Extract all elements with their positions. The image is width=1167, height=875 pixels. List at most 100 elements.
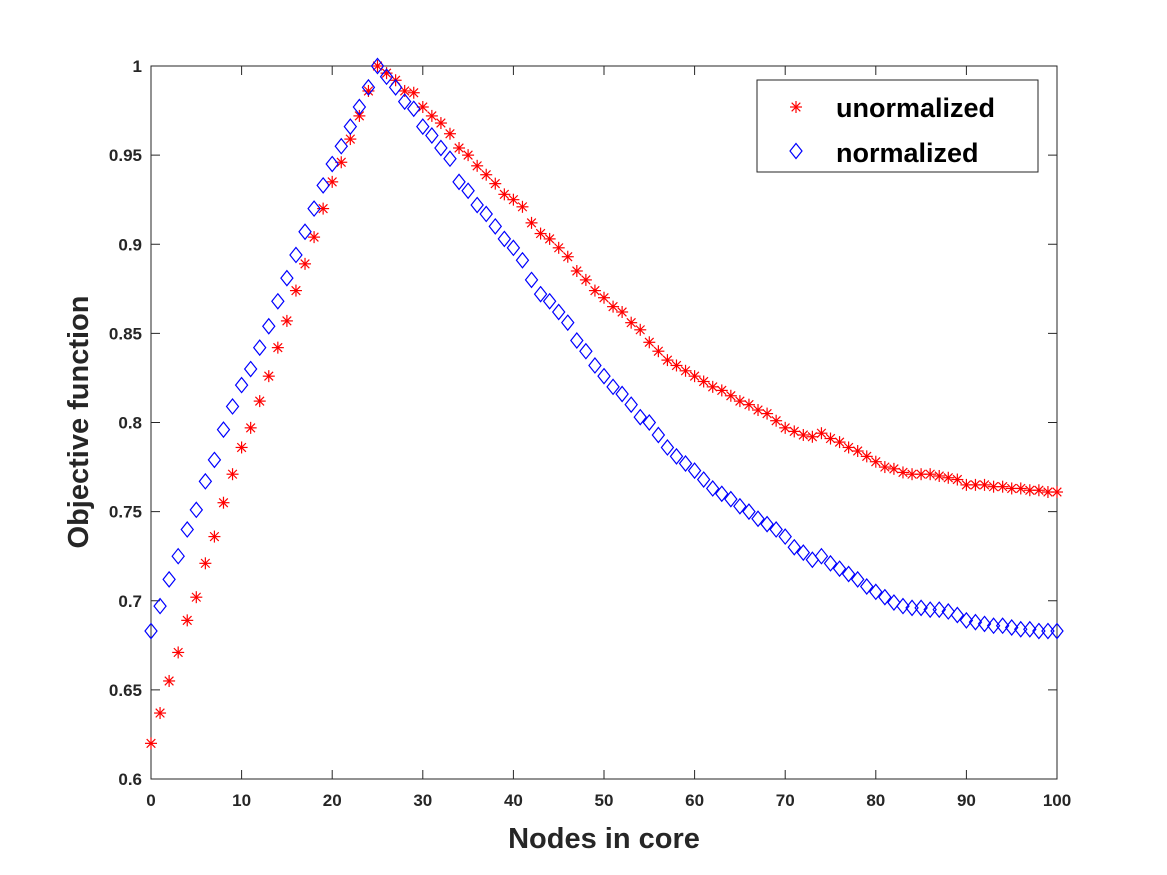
data-point: [1004, 619, 1019, 636]
data-point: [379, 68, 394, 86]
data-point: [697, 375, 710, 388]
data-point: [370, 57, 385, 75]
series-normalized: [144, 57, 1064, 640]
y-tick-label: 0.7: [118, 592, 142, 611]
data-point: [515, 251, 530, 269]
data-point: [896, 597, 910, 615]
data-point: [199, 557, 212, 570]
data-point: [1032, 484, 1045, 497]
data-point: [761, 407, 774, 420]
data-point: [715, 485, 729, 503]
data-point: [579, 273, 592, 286]
data-point: [1023, 620, 1037, 638]
data-point: [235, 441, 248, 454]
data-point: [452, 173, 466, 191]
data-point: [190, 591, 203, 604]
data-point: [334, 137, 349, 155]
data-point: [507, 193, 520, 206]
data-point: [488, 217, 503, 235]
data-point: [570, 264, 583, 277]
data-point: [770, 414, 783, 427]
data-point: [362, 84, 375, 97]
data-point: [552, 241, 565, 254]
data-point: [163, 674, 176, 687]
data-point: [253, 395, 266, 408]
data-point: [244, 421, 257, 434]
data-point: [298, 223, 312, 241]
y-tick-label: 0.8: [118, 414, 142, 433]
data-point: [234, 376, 249, 394]
data-point: [1005, 482, 1018, 495]
data-point: [425, 127, 439, 144]
data-point: [887, 462, 900, 475]
data-point: [724, 389, 737, 402]
data-point: [1013, 620, 1028, 638]
x-axis-ticks: 0 10 20 30 40 50 60 70 80 90 100: [146, 66, 1071, 810]
data-point: [343, 118, 358, 136]
data-point: [914, 599, 928, 617]
data-point: [833, 436, 846, 449]
data-point: [706, 380, 719, 393]
legend-marker-normalized: [789, 142, 803, 160]
data-point: [353, 109, 366, 122]
data-point: [262, 317, 276, 335]
data-point: [869, 455, 882, 468]
data-point: [1014, 482, 1027, 495]
y-tick-label: 0.65: [109, 681, 142, 700]
data-point: [634, 323, 647, 336]
data-point: [181, 614, 194, 627]
x-tick-label: 20: [323, 791, 342, 810]
data-point: [869, 583, 883, 601]
data-point: [814, 547, 829, 565]
y-axis-label: Objective function: [63, 296, 95, 549]
data-point: [361, 78, 376, 96]
data-point: [788, 425, 801, 438]
data-point: [932, 601, 946, 619]
data-point: [198, 472, 213, 490]
series-layer: [144, 57, 1064, 750]
data-point: [696, 471, 711, 489]
data-point: [397, 93, 412, 111]
data-point: [525, 216, 538, 229]
x-tick-label: 60: [685, 791, 704, 810]
data-point: [815, 427, 828, 440]
data-point: [434, 139, 448, 157]
data-point: [1051, 486, 1063, 499]
data-point: [616, 305, 629, 318]
data-point: [543, 232, 556, 245]
data-point: [652, 345, 665, 358]
data-point: [153, 597, 167, 615]
data-point: [180, 520, 195, 538]
data-point: [769, 520, 783, 538]
data-point: [388, 78, 403, 96]
data-point: [951, 473, 964, 486]
data-point: [705, 479, 720, 497]
legend-label-unormalized: unormalized: [836, 93, 995, 123]
x-tick-label: 40: [504, 791, 523, 810]
data-point: [806, 430, 819, 443]
data-point: [597, 367, 611, 385]
data-point: [742, 503, 756, 521]
data-point: [1050, 622, 1064, 640]
data-point: [624, 396, 638, 414]
data-point: [189, 501, 204, 519]
data-point: [860, 450, 873, 463]
data-point: [824, 432, 837, 445]
data-point: [344, 133, 357, 146]
data-point: [154, 707, 167, 720]
data-point: [941, 602, 956, 620]
data-point: [280, 269, 294, 287]
legend-marker-symbol: [790, 101, 802, 113]
x-tick-label: 100: [1043, 791, 1071, 810]
data-point: [896, 466, 909, 479]
data-point: [271, 292, 285, 310]
data-point: [688, 370, 701, 383]
y-axis-ticks: 0.6 0.65 0.7 0.75 0.8 0.85 0.9 0.95 1: [109, 57, 1057, 789]
y-tick-label: 0.95: [109, 146, 142, 165]
data-point: [796, 544, 811, 562]
data-point: [542, 292, 557, 310]
data-point: [607, 300, 620, 313]
data-point: [752, 404, 765, 417]
data-point: [352, 98, 367, 116]
